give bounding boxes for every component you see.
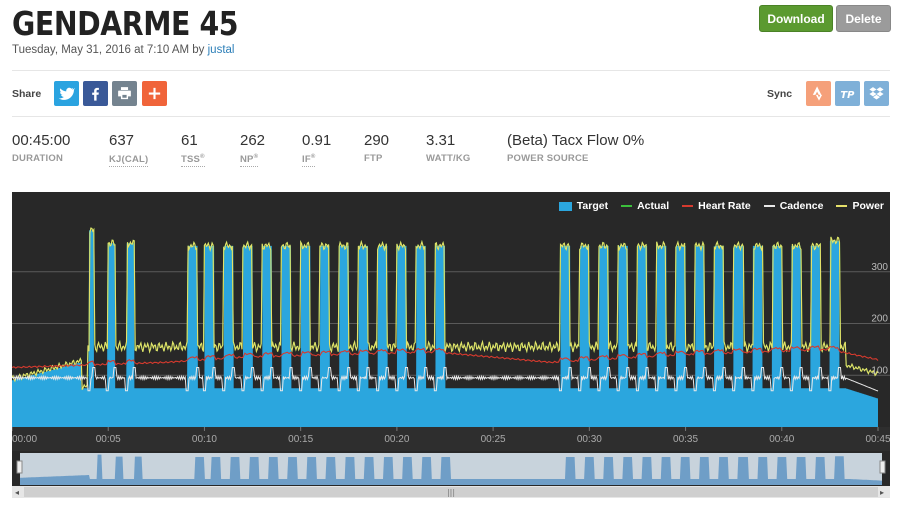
facebook-icon[interactable]	[83, 81, 108, 106]
legend-item[interactable]: Cadence	[763, 200, 824, 212]
delete-button[interactable]: Delete	[836, 5, 891, 32]
scroll-left-arrow: ◂	[15, 488, 19, 497]
chart-legend: Target Actual Heart Rate Cadence Power	[558, 200, 884, 212]
chart-canvas: 100 200 300 00:00 00:05 00:10 00:15 00:20 00:25 0…	[12, 227, 890, 498]
metric-label: POWER SOURCE	[507, 153, 589, 164]
x-tick-label: 00:15	[288, 434, 313, 445]
legend-swatch	[763, 205, 775, 207]
x-tick-label: 00:40	[769, 434, 794, 445]
legend-swatch	[621, 205, 633, 207]
workout-date: Tuesday, May 31, 2016 at 7:10 AM by just…	[12, 44, 235, 56]
y-tick-label: 200	[871, 314, 888, 325]
x-tick-label: 00:25	[481, 434, 506, 445]
metric-value: 262	[240, 132, 266, 149]
workout-title: GENDARME 45	[12, 4, 239, 43]
author-link[interactable]: justal	[207, 44, 235, 56]
heart-rate-line	[12, 345, 879, 369]
legend-label: Power	[852, 200, 884, 212]
share-label: Share	[12, 88, 42, 100]
metric-value: 00:45:00	[12, 132, 71, 149]
legend-swatch	[682, 205, 694, 207]
metric-ftp: 290 FTP	[364, 132, 389, 164]
metric-value: 0.91	[302, 132, 332, 149]
svg-text:TP: TP	[840, 90, 855, 101]
scroll-right-arrow: ▸	[880, 488, 884, 497]
x-tick-label: 00:05	[96, 434, 121, 445]
metric-np: 262 NP®	[240, 132, 265, 167]
legend-item[interactable]: Power	[836, 200, 884, 212]
workout-chart[interactable]: 100 200 300 00:00 00:05 00:10 00:15 00:20 00:25 0…	[12, 192, 890, 498]
legend-swatch	[558, 201, 572, 211]
x-tick-label: 00:35	[673, 434, 698, 445]
navigator-handle-left	[16, 460, 23, 474]
metric-if: 0.91 IF®	[302, 132, 331, 167]
metric-label[interactable]: NP®	[240, 154, 259, 167]
metric-value: 290	[364, 132, 390, 149]
legend-item[interactable]: Target	[558, 200, 609, 212]
metric-label[interactable]: TSS®	[181, 154, 205, 167]
metric-label: FTP	[364, 153, 383, 164]
legend-item[interactable]: Actual	[621, 200, 669, 212]
divider	[12, 70, 890, 71]
cadence-line	[12, 367, 879, 392]
metric-value: 3.31	[426, 132, 456, 149]
print-icon[interactable]	[112, 81, 137, 106]
metric-label: WATT/KG	[426, 153, 471, 164]
scroll-grip: |||	[447, 488, 455, 497]
legend-swatch	[836, 205, 848, 207]
x-tick-label: 00:10	[192, 434, 217, 445]
metric-label[interactable]: IF®	[302, 154, 316, 167]
metric-kj-cal: 637 KJ(CAL)	[109, 132, 149, 167]
x-tick-label: 00:30	[577, 434, 602, 445]
x-tick-label: 00:45	[865, 434, 890, 445]
legend-label: Heart Rate	[698, 200, 751, 212]
x-axis-band	[12, 427, 890, 451]
download-button[interactable]: Download	[759, 5, 833, 32]
x-tick-label: 00:00	[12, 434, 37, 445]
metric-duration: 00:45:00 DURATION	[12, 132, 70, 164]
strava-icon[interactable]	[806, 81, 831, 106]
sync-label: Sync	[767, 88, 793, 100]
y-tick-label: 100	[871, 365, 888, 376]
trainingpeaks-icon[interactable]: TP	[835, 81, 860, 106]
metric-tss: 61 TSS®	[181, 132, 205, 167]
metric-label[interactable]: KJ(CAL)	[109, 154, 149, 167]
navigator-handle-right	[879, 460, 886, 474]
metric-value: 61	[181, 132, 198, 149]
legend-label: Cadence	[779, 200, 824, 212]
dropbox-icon[interactable]	[864, 81, 889, 106]
metric-label: DURATION	[12, 153, 64, 164]
y-tick-label: 300	[871, 262, 888, 273]
legend-label: Target	[576, 200, 609, 212]
scrollbar-thumb	[24, 487, 878, 497]
legend-label: Actual	[637, 200, 670, 212]
metric-value: (Beta) Tacx Flow 0%	[507, 132, 645, 149]
twitter-icon[interactable]	[54, 81, 79, 106]
metric-power-source: (Beta) Tacx Flow 0% POWER SOURCE	[507, 132, 644, 164]
legend-item[interactable]: Heart Rate	[682, 200, 751, 212]
metric-watt-kg: 3.31 WATT/KG	[426, 132, 471, 164]
plus-icon[interactable]	[142, 81, 167, 106]
divider	[12, 116, 890, 117]
x-tick-label: 00:20	[384, 434, 409, 445]
navigator-area	[20, 454, 882, 485]
metric-value: 637	[109, 132, 135, 149]
